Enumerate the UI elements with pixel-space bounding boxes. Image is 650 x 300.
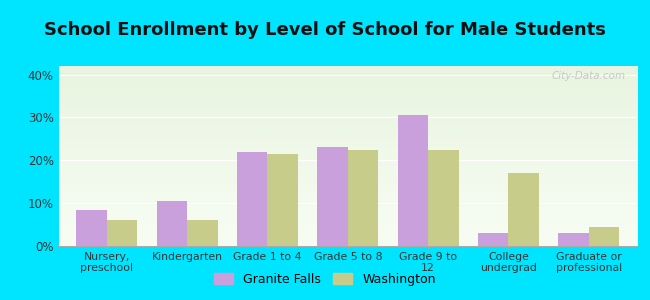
Bar bbox=[428, 150, 459, 246]
Bar bbox=[558, 233, 589, 246]
Bar bbox=[237, 152, 267, 246]
Bar bbox=[478, 233, 508, 246]
Bar bbox=[187, 220, 218, 246]
Bar bbox=[398, 115, 428, 246]
Bar bbox=[589, 227, 619, 246]
Bar bbox=[317, 147, 348, 246]
Bar bbox=[107, 220, 137, 246]
Bar bbox=[348, 150, 378, 246]
Bar bbox=[76, 210, 107, 246]
Legend: Granite Falls, Washington: Granite Falls, Washington bbox=[209, 268, 441, 291]
Text: School Enrollment by Level of School for Male Students: School Enrollment by Level of School for… bbox=[44, 21, 606, 39]
Bar bbox=[267, 154, 298, 246]
Bar bbox=[508, 173, 539, 246]
Bar bbox=[157, 201, 187, 246]
Text: City-Data.com: City-Data.com bbox=[551, 71, 625, 81]
